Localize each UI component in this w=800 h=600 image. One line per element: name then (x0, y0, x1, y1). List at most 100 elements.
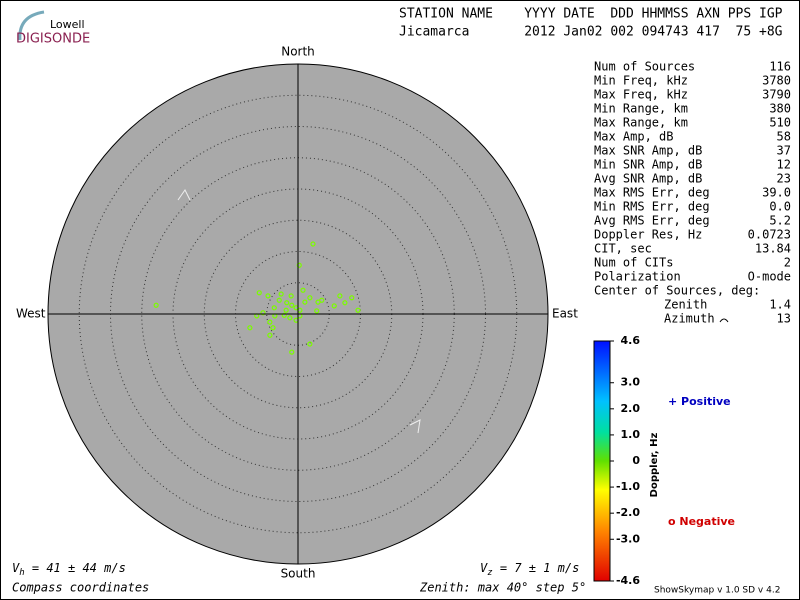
source-point (276, 297, 282, 303)
source-point (302, 299, 308, 305)
source-point (260, 310, 266, 316)
colorbar-tick-label: -3.0 (616, 532, 640, 545)
source-point (247, 325, 253, 331)
stat-value: 116 (769, 60, 791, 74)
stat-label: CIT, sec (594, 242, 652, 256)
stat-value: 13 (777, 312, 791, 326)
stat-label: Max Range, km (594, 116, 688, 130)
stat-label: Min SNR Amp, dB (594, 158, 702, 172)
colorbar-tick-label: 0 (632, 454, 640, 467)
stat-value: 37 (777, 144, 791, 158)
stat-value: 3780 (762, 74, 791, 88)
stat-value: 380 (769, 102, 791, 116)
stat-value: 5.2 (769, 214, 791, 228)
compass-label: East (552, 307, 578, 321)
source-point (267, 332, 273, 338)
source-point (281, 312, 287, 318)
coords-note: Compass coordinates (12, 581, 149, 595)
stat-value: 3790 (762, 88, 791, 102)
stat-label: Min Freq, kHz (594, 74, 688, 88)
logo-top: Lowell (50, 18, 85, 31)
azimuth-arrow (719, 318, 729, 323)
source-point (278, 291, 284, 297)
chevron (409, 419, 421, 434)
colorbar-tick-label: -1.0 (616, 480, 640, 493)
colorbar (593, 340, 611, 582)
source-point (288, 293, 294, 299)
stat-value: 23 (777, 172, 791, 186)
source-point (289, 302, 295, 308)
source-point (310, 241, 316, 247)
source-point (355, 307, 361, 313)
source-point (300, 287, 306, 293)
colorbar-tick-label: 1.0 (621, 428, 641, 441)
stat-label: Num of CITs (594, 256, 673, 270)
stat-value: 0.0723 (748, 228, 791, 242)
stat-label: Doppler Res, Hz (594, 228, 702, 242)
stat-label: Center of Sources, deg: (594, 284, 760, 298)
stat-value: 2 (784, 256, 791, 270)
compass-label: South (281, 567, 316, 581)
legend-positive: + Positive (668, 395, 731, 408)
stat-label: Max SNR Amp, dB (594, 144, 702, 158)
stats: Num of Sources 116 Min Freq, kHz 3780 Max Fr… (594, 60, 791, 326)
stat-value: 0.0 (769, 200, 791, 214)
stat-label: Zenith (664, 298, 707, 312)
stat-label: Min Range, km (594, 102, 688, 116)
stat-value: 1.4 (769, 298, 791, 312)
source-point (283, 307, 289, 313)
zenith-note: Zenith: max 40° step 5° (419, 581, 586, 595)
stat-value: O-mode (748, 270, 791, 284)
compass-label: West (16, 307, 46, 321)
source-point (284, 300, 290, 306)
source-point (349, 295, 355, 301)
stat-value: 12 (777, 158, 791, 172)
stat-value: 39.0 (762, 186, 791, 200)
source-point (319, 297, 325, 303)
source-point (271, 305, 277, 311)
colorbar-ticks: 4.6 3.0 2.0 1.0 0 -1.0 -2.0 -3.0 -4.6 (610, 334, 640, 587)
header-line: Jicamarca 2012 Jan02 002 094743 417 75 +… (399, 25, 783, 40)
stat-label: Azimuth (664, 312, 715, 326)
stat-label: Avg SNR Amp, dB (594, 172, 702, 186)
stat-value: 13.84 (755, 242, 791, 256)
source-point (342, 300, 348, 306)
source-point (153, 302, 159, 308)
source-point (314, 308, 320, 314)
colorbar-tick-label: -2.0 (616, 506, 640, 519)
source-point (267, 319, 273, 325)
source-point (307, 295, 313, 301)
vh: Vh = 41 ± 44 m/s (12, 561, 126, 578)
stat-value: 58 (777, 130, 791, 144)
logo-swoosh (18, 10, 45, 41)
source-point (265, 293, 271, 299)
stat-label: Max Freq, kHz (594, 88, 688, 102)
compass-label: North (281, 45, 315, 59)
stat-label: Min RMS Err, deg (594, 200, 710, 214)
stat-label: Num of Sources (594, 60, 695, 74)
source-point (256, 290, 262, 296)
stat-label: Max RMS Err, deg (594, 186, 710, 200)
source-point (289, 349, 295, 355)
source-point (296, 262, 302, 268)
colorbar-tick-label: 3.0 (621, 376, 641, 389)
logo-bottom: DIGISONDE (16, 32, 90, 47)
colorbar-tick-label: -4.6 (616, 574, 640, 587)
source-point (270, 325, 276, 331)
colorbar-tick-label: 2.0 (621, 402, 641, 415)
stat-label: Polarization (594, 270, 681, 284)
colorbar-label: Doppler, Hz (649, 433, 660, 498)
source-point (337, 293, 343, 299)
source-point (287, 315, 293, 321)
source-point (307, 341, 313, 347)
colorbar-tick-label: 4.6 (621, 334, 641, 347)
vz: Vz = 7 ± 1 m/s (480, 561, 579, 578)
stat-value: 510 (769, 116, 791, 130)
stat-label: Max Amp, dB (594, 130, 673, 144)
source-point (331, 303, 337, 309)
stat-label: Avg RMS Err, deg (594, 214, 710, 228)
header-line: STATION NAME YYYY DATE DDD HHMMSS AXN PP… (399, 7, 783, 22)
legend-negative: o Negative (668, 515, 735, 528)
chevron (177, 189, 191, 201)
